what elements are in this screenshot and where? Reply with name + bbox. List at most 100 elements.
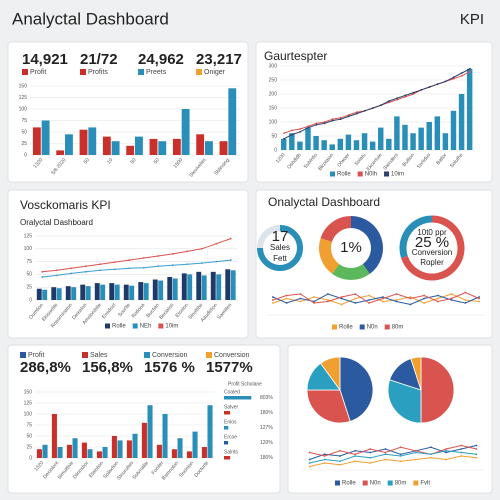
pie-slice [410, 356, 422, 391]
kpi-swatch [206, 352, 212, 358]
point [445, 451, 447, 454]
point [113, 268, 116, 271]
point [70, 272, 73, 275]
point [323, 121, 326, 123]
legend-swatch [357, 171, 363, 177]
donut-segment [319, 238, 340, 274]
y-tick-label: 300 [269, 63, 278, 69]
bar [402, 124, 408, 150]
bar [378, 127, 384, 150]
kpi-value: 21/72 [80, 51, 118, 68]
point [436, 300, 439, 303]
point [271, 299, 274, 301]
point [460, 451, 463, 454]
kpi-swatch [20, 352, 26, 358]
bar [102, 447, 108, 458]
line [42, 238, 231, 273]
bar [42, 444, 48, 458]
bar [201, 447, 207, 458]
point [128, 259, 131, 261]
panel-title: Vosckomaris KPI [20, 198, 111, 212]
y-tick-label: 100 [269, 119, 278, 125]
bar [65, 286, 71, 300]
point [354, 297, 357, 300]
bar [129, 285, 135, 300]
point [404, 94, 407, 97]
point [84, 270, 87, 273]
bar [305, 127, 311, 150]
point [414, 458, 417, 461]
bar [158, 141, 167, 155]
x-tick-label: 50 [153, 157, 161, 165]
legend-swatch [387, 480, 393, 486]
y-tick-label: 0 [29, 455, 32, 461]
donut-segment [401, 215, 465, 281]
bar [418, 127, 424, 150]
point [142, 266, 145, 269]
kpi-value: 1576 % [144, 359, 195, 376]
point [323, 455, 326, 457]
legend-swatch [384, 324, 390, 330]
y-tick-label: 250 [269, 77, 278, 83]
hbar [224, 411, 231, 415]
hbar [224, 441, 229, 445]
donut-label: 1% [340, 239, 362, 256]
y-tick-label: 50 [26, 272, 32, 278]
x-tick-label: 1200 [275, 152, 287, 165]
point [299, 297, 302, 300]
legend-swatch [330, 171, 335, 177]
hbar [224, 396, 252, 400]
point [380, 104, 382, 107]
x-tick-label: 50 [83, 157, 91, 165]
pie-slice [320, 356, 341, 392]
legend-swatch [335, 480, 340, 486]
donut-label: 17 [272, 228, 289, 245]
legend-label: N0lh [365, 172, 377, 178]
point [339, 455, 341, 457]
point [347, 115, 350, 118]
kpi-label: Profit [30, 69, 46, 76]
point [460, 74, 463, 77]
point [326, 293, 329, 295]
legend-label: 10im [165, 324, 178, 330]
point [469, 70, 471, 73]
kpi-value: 1577% [206, 359, 253, 376]
legend-swatch [413, 480, 419, 486]
point [299, 293, 302, 295]
point [428, 86, 431, 88]
bar [66, 444, 72, 458]
point [339, 449, 341, 452]
bar [135, 136, 143, 155]
kpi-swatch [80, 69, 86, 75]
point [395, 300, 398, 303]
bar [386, 138, 392, 150]
point [326, 299, 329, 301]
point [464, 299, 467, 301]
kpi-value: 24,962 [138, 51, 184, 68]
bar [109, 283, 115, 300]
line [283, 68, 471, 140]
donut-segment [399, 215, 433, 259]
point [372, 107, 374, 109]
bar [192, 431, 198, 458]
bar [123, 284, 129, 300]
point [99, 263, 102, 266]
bar [71, 287, 77, 300]
bar [167, 276, 173, 300]
bar [321, 140, 327, 150]
hbar-label: Salver [224, 404, 239, 410]
point [313, 300, 316, 303]
line [42, 259, 231, 278]
kpi-swatch [144, 352, 150, 358]
point [128, 267, 131, 270]
y-tick-label: 150 [19, 83, 28, 89]
point [99, 269, 102, 272]
bar [230, 270, 236, 300]
point [460, 444, 463, 447]
x-tick-label: 10 [106, 157, 114, 165]
y-tick-label: 0 [274, 147, 277, 153]
point [157, 255, 160, 257]
bar [32, 127, 41, 155]
point [384, 453, 387, 456]
point [339, 460, 341, 463]
